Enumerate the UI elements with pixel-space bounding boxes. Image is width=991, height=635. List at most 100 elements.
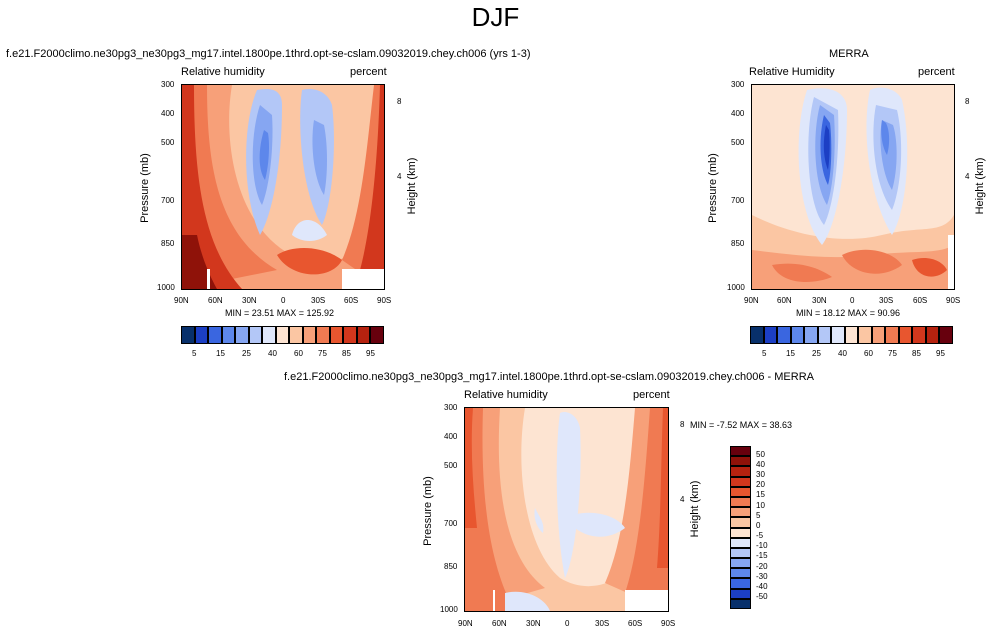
- colorbar-label: -40: [756, 582, 768, 591]
- contour-fill: [465, 408, 668, 611]
- colorbar-swatch: [730, 578, 751, 589]
- colorbar-label: 75: [888, 349, 897, 358]
- colorbar-swatch: [730, 517, 751, 528]
- colorbar-label: 0: [756, 521, 761, 530]
- units-label: percent: [633, 389, 670, 401]
- colorbar-label: 75: [318, 349, 327, 358]
- colorbar-label: 50: [756, 450, 765, 459]
- y-axis-label: Pressure (mb): [139, 153, 151, 223]
- colorbar-swatch: [343, 326, 357, 344]
- colorbar-swatch: [730, 558, 751, 569]
- y-tick-label: 300: [444, 403, 458, 412]
- y2-tick-label: 4: [680, 495, 685, 504]
- min-max-label: MIN = 18.12 MAX = 90.96: [796, 308, 901, 318]
- x-tick-label: 60S: [913, 296, 928, 305]
- y-tick-label: 400: [161, 109, 175, 118]
- colorbar-swatch: [790, 326, 805, 344]
- colorbar-label: -20: [756, 562, 768, 571]
- colorbar-swatch: [730, 486, 751, 497]
- panel-title: MERRA: [829, 48, 869, 60]
- colorbar-swatch: [275, 326, 290, 344]
- colorbar-label: 5: [192, 349, 197, 358]
- y-tick-label: 700: [444, 519, 458, 528]
- colorbar-swatch: [831, 326, 845, 344]
- x-tick-label: 90N: [744, 296, 759, 305]
- x-tick-label: 0: [565, 619, 570, 628]
- colorbar-label: -30: [756, 572, 768, 581]
- colorbar-label: 25: [242, 349, 251, 358]
- colorbar: [730, 446, 751, 609]
- colorbar-label: 10: [756, 501, 765, 510]
- colorbar-swatch: [730, 537, 751, 548]
- y-tick-label: 1000: [727, 283, 745, 292]
- variable-label: Relative Humidity: [749, 66, 835, 78]
- min-max-label: MIN = -7.52 MAX = 38.63: [690, 420, 793, 430]
- colorbar-label: 95: [936, 349, 945, 358]
- colorbar-label: 60: [864, 349, 873, 358]
- colorbar-swatch: [730, 598, 751, 609]
- colorbar-swatch: [289, 326, 303, 344]
- y-tick-label: 400: [444, 432, 458, 441]
- colorbar-swatch: [235, 326, 249, 344]
- x-tick-label: 30S: [311, 296, 326, 305]
- colorbar-swatch: [858, 326, 872, 344]
- x-tick-label: 60S: [344, 296, 359, 305]
- colorbar-swatch: [248, 326, 263, 344]
- contour-plot: [751, 84, 955, 290]
- colorbar-swatch: [871, 326, 886, 344]
- y-tick-label: 400: [731, 109, 745, 118]
- colorbar-label: -50: [756, 592, 768, 601]
- contour-plot: [181, 84, 385, 290]
- colorbar-swatch: [730, 466, 751, 477]
- y-tick-label: 300: [161, 80, 175, 89]
- y-axis-label: Pressure (mb): [422, 476, 434, 546]
- colorbar-swatch: [730, 476, 751, 487]
- colorbar-label: 85: [912, 349, 921, 358]
- colorbar-swatch: [329, 326, 344, 344]
- colorbar-swatch: [925, 326, 940, 344]
- colorbar-swatch: [370, 326, 384, 344]
- y-tick-label: 1000: [440, 605, 458, 614]
- colorbar-label: -5: [756, 531, 764, 540]
- colorbar-swatch: [302, 326, 317, 344]
- x-tick-label: 60N: [208, 296, 223, 305]
- colorbar-swatch: [777, 326, 791, 344]
- x-tick-label: 90N: [174, 296, 189, 305]
- contour-fill: [752, 85, 954, 289]
- colorbar-swatch: [730, 496, 751, 508]
- y-tick-label: 1000: [157, 283, 175, 292]
- colorbar-label: 85: [342, 349, 351, 358]
- x-tick-label: 90S: [946, 296, 961, 305]
- colorbar-label: 20: [756, 480, 765, 489]
- colorbar-swatch: [885, 326, 899, 344]
- x-tick-label: 60S: [628, 619, 643, 628]
- colorbar-swatch: [356, 326, 371, 344]
- colorbar-label: 60: [294, 349, 303, 358]
- y-tick-label: 850: [731, 239, 745, 248]
- contour-fill: [182, 85, 384, 289]
- colorbar-label: 40: [268, 349, 277, 358]
- colorbar-swatch: [912, 326, 926, 344]
- x-tick-label: 30N: [812, 296, 827, 305]
- colorbar-swatch: [730, 547, 751, 559]
- panel-title: f.e21.F2000climo.ne30pg3_ne30pg3_mg17.in…: [6, 48, 531, 60]
- colorbar: [181, 326, 384, 344]
- panel-title: f.e21.F2000climo.ne30pg3_ne30pg3_mg17.in…: [284, 371, 814, 383]
- colorbar-swatch: [730, 507, 751, 518]
- y2-axis-label: Height (km): [974, 157, 986, 215]
- y-tick-label: 300: [731, 80, 745, 89]
- colorbar-label: 15: [756, 490, 765, 499]
- y-axis-label: Pressure (mb): [707, 153, 719, 223]
- x-tick-label: 30S: [879, 296, 894, 305]
- y2-tick-label: 4: [965, 172, 970, 181]
- y2-tick-label: 8: [965, 97, 970, 106]
- colorbar-label: -10: [756, 541, 768, 550]
- colorbar-swatch: [730, 588, 751, 599]
- x-tick-label: 30S: [595, 619, 610, 628]
- y2-axis-label: Height (km): [689, 480, 701, 538]
- y2-tick-label: 8: [397, 97, 402, 106]
- colorbar-label: 30: [756, 470, 765, 479]
- colorbar-label: 15: [216, 349, 225, 358]
- colorbar-label: 5: [756, 511, 761, 520]
- y-tick-label: 500: [444, 461, 458, 470]
